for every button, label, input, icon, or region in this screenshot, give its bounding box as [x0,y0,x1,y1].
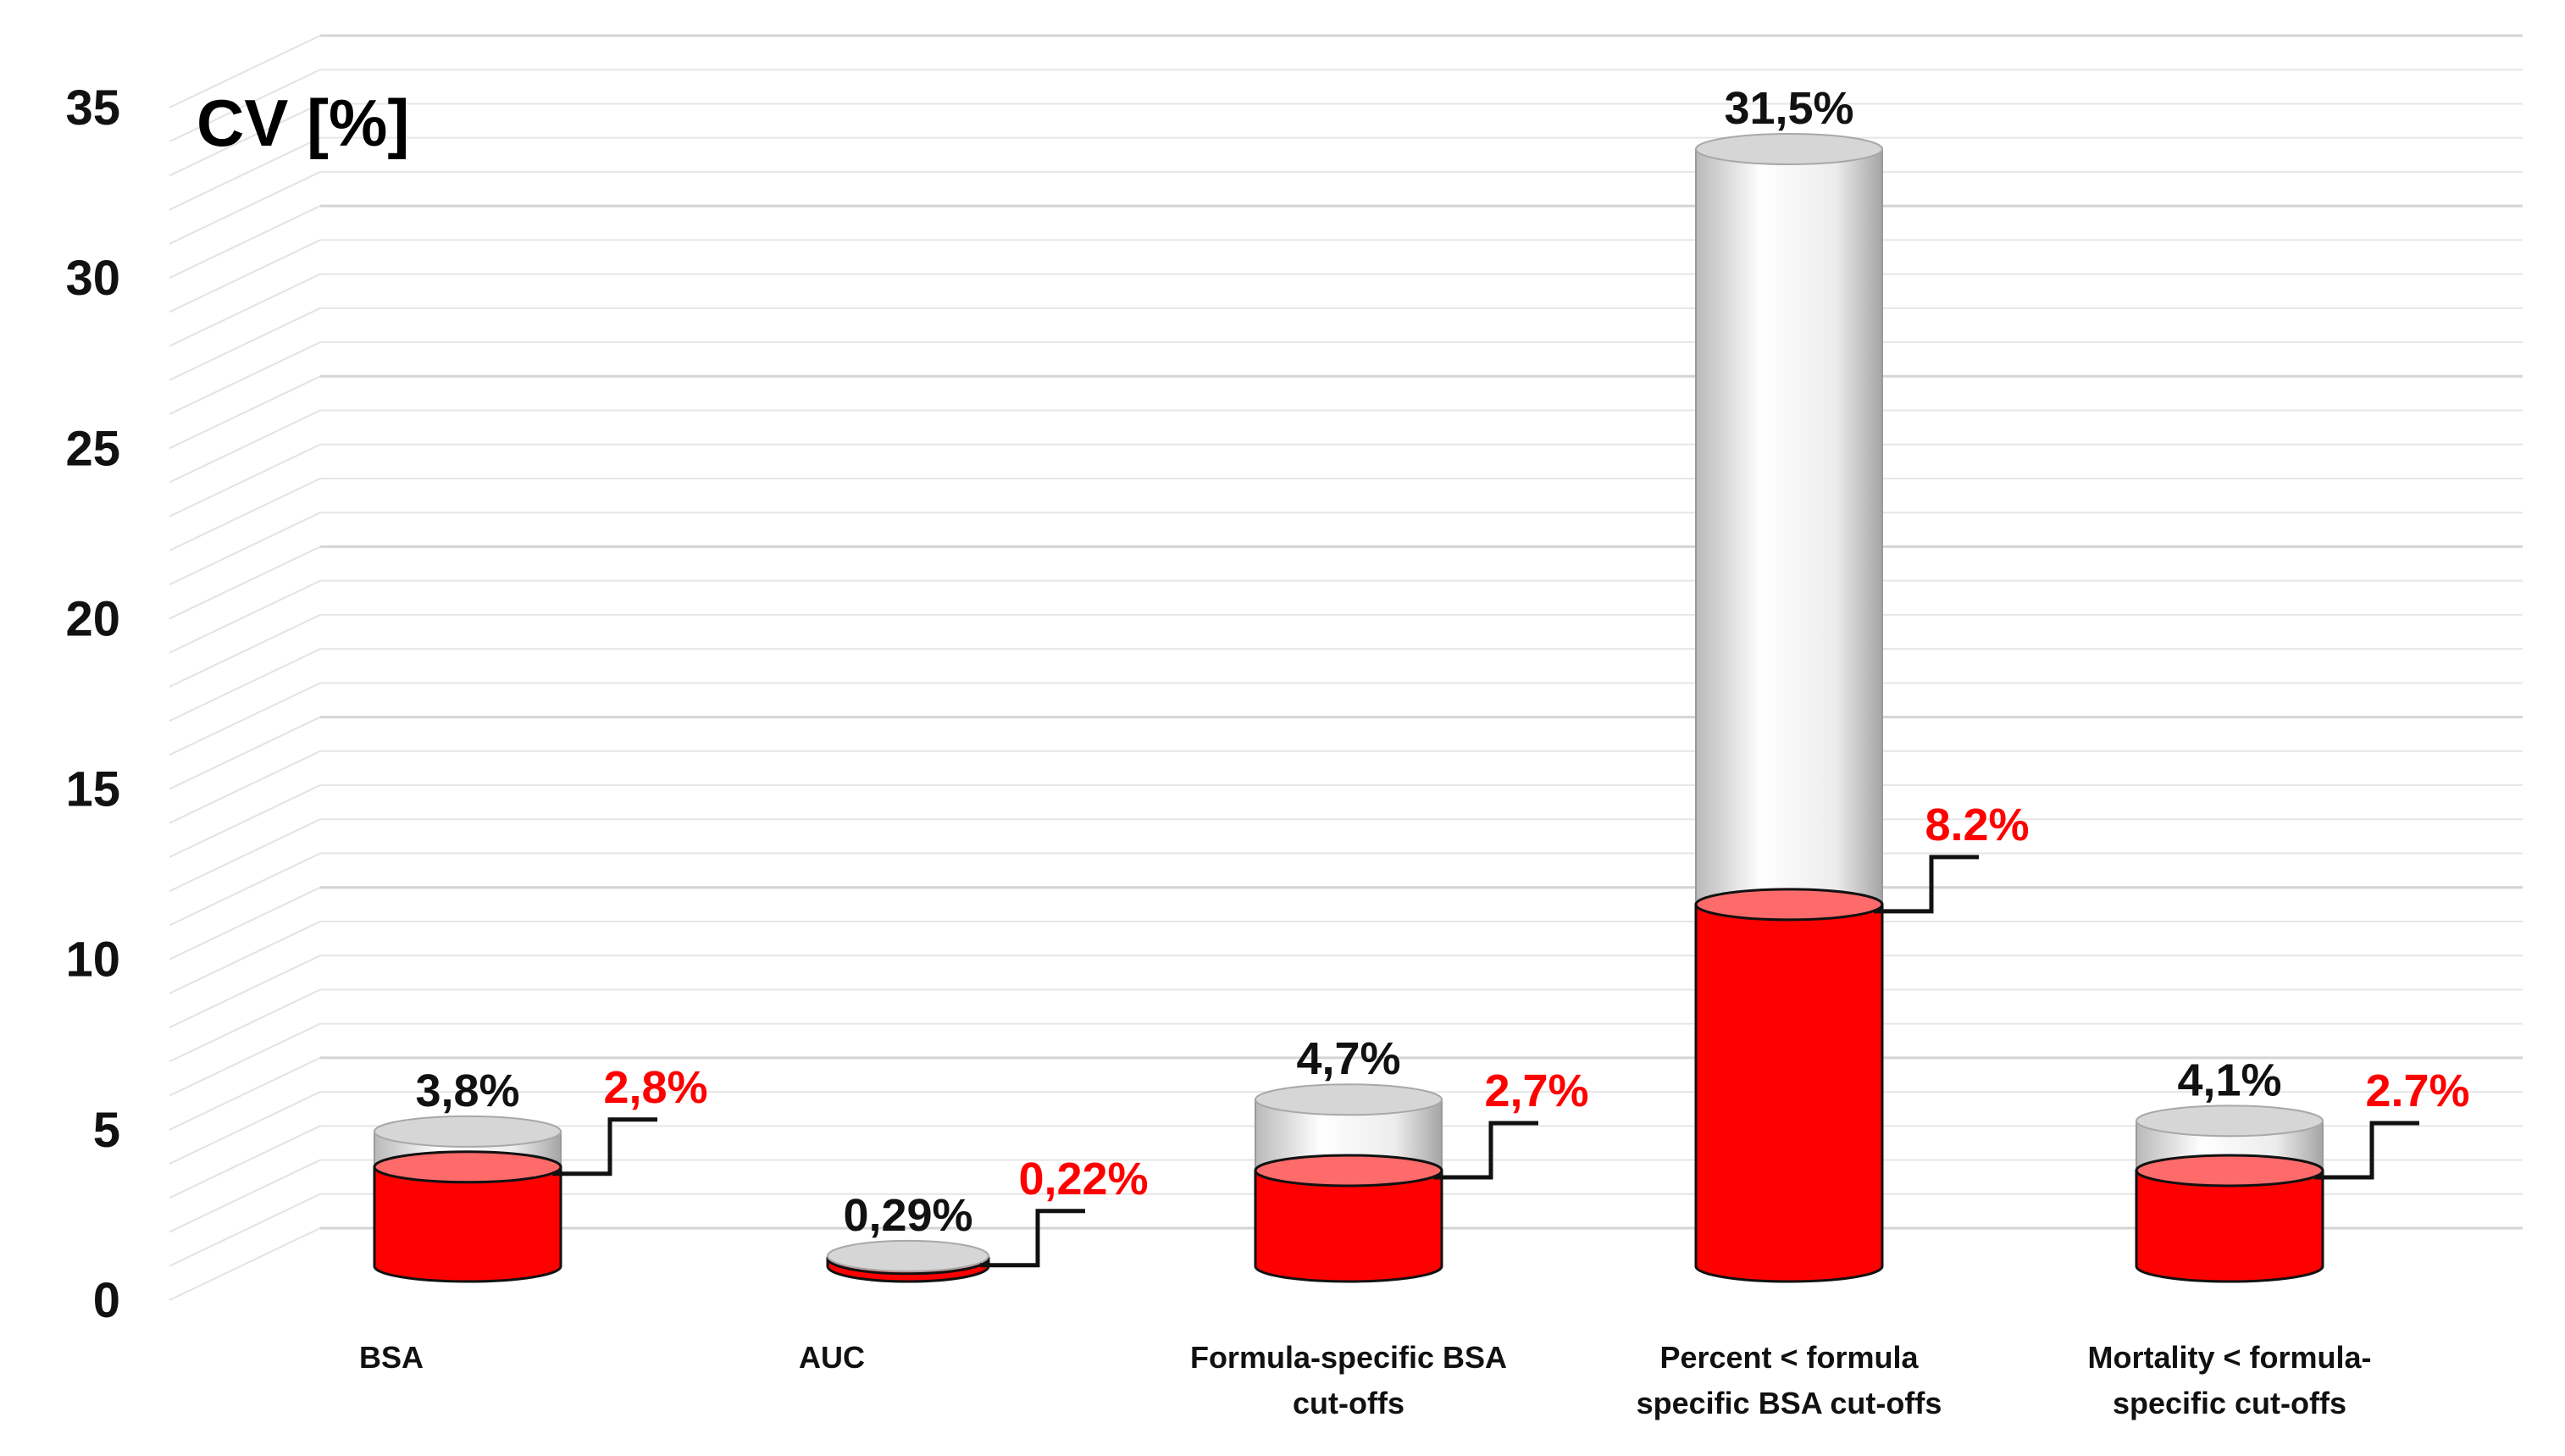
gridline-side [169,478,321,551]
y-tick-label: 5 [93,1103,120,1158]
gridline-side [169,35,321,108]
gridline-side [169,1125,321,1199]
bars [373,133,2324,1283]
gridline-side [169,852,321,927]
cylinder-bar-group [826,1239,990,1283]
gridline-side [169,1091,321,1165]
gridline-side [169,1193,321,1267]
gridline-side [169,886,321,961]
category-labels: BSA AUC Formula-specific BSA cut-offs Percen… [359,1340,2372,1420]
gridline-side [169,307,321,381]
y-axis-title: CV [%] [197,86,409,160]
data-label-total: 4,1% [2177,1055,2281,1105]
y-tick-label: 20 [65,591,120,646]
leader-line [552,1117,657,1176]
data-label-total: 4,7% [1296,1033,1400,1084]
y-tick-label: 25 [65,421,120,476]
gridline-side [169,921,321,994]
bar-inner-top [373,1150,562,1184]
data-label-inner: 2,8% [603,1062,707,1113]
gridline-side [169,341,321,415]
gridline-side [169,648,321,722]
cylinder-bar-group [2135,1104,2324,1283]
bar-inner [1694,903,1884,1283]
gridline-side [169,1022,321,1097]
bar-total-top [2136,1104,2324,1138]
data-label-inner: 0,22% [1018,1154,1148,1204]
gridline-side [169,716,321,790]
y-tick-label: 35 [65,80,120,136]
leader-line [980,1209,1085,1268]
gridline-side [169,171,321,245]
data-label-total: 3,8% [415,1066,519,1116]
gridline-side [169,443,321,518]
cylinder-bar-group [1694,133,1884,1283]
leader-line [1874,855,1979,914]
cylinder-bar-group [373,1115,562,1283]
category-label: cut-offs [1293,1386,1404,1420]
bar-total-top [1695,133,1883,165]
y-tick-label: 30 [65,251,120,306]
gridline-side [169,375,321,450]
gridline-side [169,682,321,756]
y-tick-label: 0 [93,1273,120,1328]
bar-total-top [1255,1083,1443,1116]
gridline-side [169,239,321,313]
data-labels: 3,8% 2,8% 0,29% 0,22% 4,7% 2,7% 31,5% 8.2% 4,1% 2… [415,83,2470,1268]
gridline-side [169,409,321,484]
data-label-inner: 2,7% [1484,1066,1588,1116]
gridline-side [169,784,321,858]
leader-line [2314,1121,2419,1180]
category-label: Percent < formula [1659,1340,1919,1375]
gridline-side [169,545,321,620]
gridline-side [169,955,321,1029]
category-label: specific BSA cut-offs [1637,1386,1942,1420]
bar-inner [373,1165,562,1283]
gridline-side [169,579,321,654]
bar-inner-top [1694,888,1884,922]
data-label-total: 0,29% [843,1190,972,1241]
category-label: BSA [359,1340,424,1375]
y-axis: 0 5 10 15 20 25 30 35 [65,80,120,1328]
category-label: AUC [799,1340,865,1375]
bar-total-top [374,1115,562,1148]
bar-total-top [827,1239,989,1272]
gridline-side [169,818,321,893]
gridline-side [169,273,321,347]
leader-line [1433,1121,1538,1180]
bar-inner [2135,1169,2324,1283]
data-label-total: 31,5% [1724,83,1853,134]
y-tick-label: 10 [65,933,120,988]
data-label-inner: 2.7% [2365,1066,2469,1116]
gridline-side [169,1159,321,1233]
bar-inner-top [2135,1154,2324,1187]
gridline-side [169,988,321,1063]
category-label: Mortality < formula- [2087,1340,2371,1375]
y-tick-label: 15 [65,762,120,817]
bar-inner [1254,1169,1443,1283]
bar-inner-top [1254,1154,1443,1187]
data-label-inner: 8.2% [1925,800,2029,850]
gridlines [169,34,2523,1301]
gridline-side [169,136,321,211]
gridline-side [169,102,321,177]
gridline-side [169,512,321,586]
category-label: specific cut-offs [2113,1386,2346,1420]
gridline-side [169,1056,321,1131]
category-label: Formula-specific BSA [1190,1340,1507,1375]
cylinder-bar-group [1254,1083,1443,1283]
gridline-side [169,613,321,688]
gridline-side [169,1227,321,1301]
gridline-side [169,750,321,824]
gridline-side [169,69,321,143]
gridline-side [169,205,321,280]
